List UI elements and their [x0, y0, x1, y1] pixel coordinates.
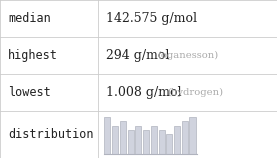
Bar: [158, 130, 165, 154]
Text: lowest: lowest: [8, 86, 51, 99]
Text: 294 g/mol: 294 g/mol: [106, 49, 170, 62]
Text: distribution: distribution: [8, 128, 94, 141]
Text: (oganesson): (oganesson): [157, 51, 218, 60]
Bar: [104, 117, 110, 154]
Text: 142.575 g/mol: 142.575 g/mol: [106, 12, 197, 25]
Text: median: median: [8, 12, 51, 25]
Bar: [166, 134, 172, 154]
Text: 1.008 g/mol: 1.008 g/mol: [106, 86, 182, 99]
Bar: [120, 122, 126, 154]
Bar: [189, 117, 196, 154]
Bar: [135, 125, 141, 154]
Bar: [112, 125, 118, 154]
Bar: [174, 125, 180, 154]
Text: highest: highest: [8, 49, 58, 62]
Bar: [151, 125, 157, 154]
Bar: [182, 122, 188, 154]
Bar: [143, 130, 149, 154]
Bar: [128, 130, 134, 154]
Text: (hydrogen): (hydrogen): [168, 88, 224, 97]
